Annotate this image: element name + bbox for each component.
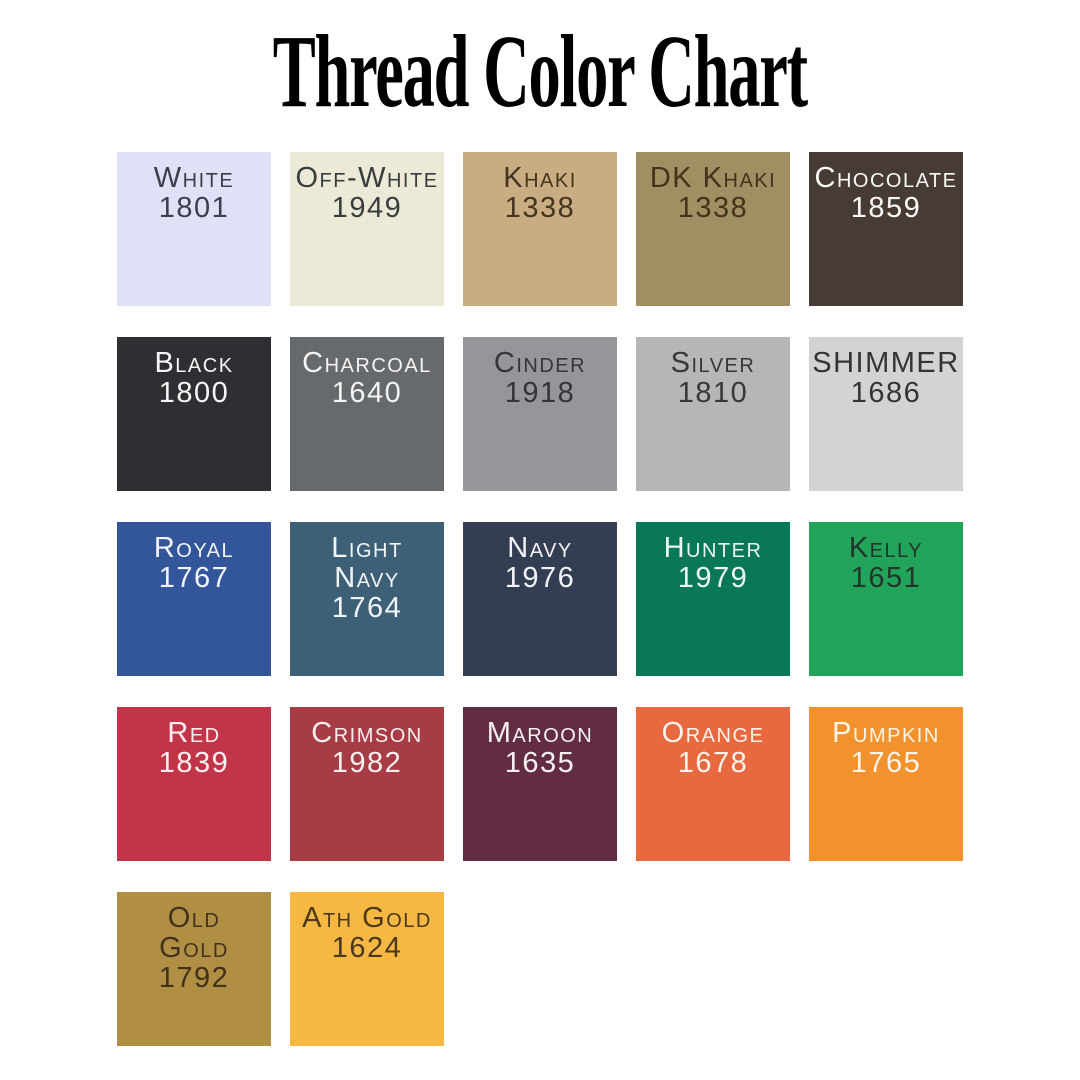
- page-header: Thread Color Chart: [0, 0, 1080, 130]
- swatch-grid: White 1801 Off-White 1949 Khaki 1338 DK …: [117, 152, 965, 1046]
- swatch: Royal 1767: [117, 522, 271, 676]
- swatch-name: Old Gold: [159, 902, 229, 964]
- swatch: Black 1800: [117, 337, 271, 491]
- swatch-name: Hunter: [663, 532, 763, 564]
- swatch: Ath Gold 1624: [290, 892, 444, 1046]
- swatch-name: Crimson: [311, 717, 423, 749]
- swatch-code: 1810: [677, 377, 749, 409]
- swatch-code: 1338: [504, 192, 576, 224]
- swatch: Red 1839: [117, 707, 271, 861]
- swatch: Khaki 1338: [463, 152, 617, 306]
- swatch-code: 1678: [677, 747, 749, 779]
- swatch-code: 1686: [850, 377, 922, 409]
- swatch-code: 1624: [331, 932, 403, 964]
- swatch: Light Navy 1764: [290, 522, 444, 676]
- swatch-name: Cinder: [493, 347, 587, 379]
- swatch-code: 1765: [850, 747, 922, 779]
- swatch-code: 1792: [158, 962, 230, 994]
- swatch: Off-White 1949: [290, 152, 444, 306]
- swatch-name: Maroon: [486, 717, 594, 749]
- swatch: Kelly 1651: [809, 522, 963, 676]
- swatch-code: 1979: [677, 562, 749, 594]
- swatch: Navy 1976: [463, 522, 617, 676]
- swatch: Old Gold 1792: [117, 892, 271, 1046]
- swatch-name: Chocolate: [814, 162, 958, 194]
- swatch-code: 1918: [504, 377, 576, 409]
- swatch: Silver 1810: [636, 337, 790, 491]
- swatch-code: 1800: [158, 377, 230, 409]
- swatch-code: 1338: [677, 192, 749, 224]
- swatch-name: Silver: [670, 347, 756, 379]
- swatch-name: Royal: [153, 532, 235, 564]
- swatch-name: DK Khaki: [649, 162, 777, 194]
- page-title: Thread Color Chart: [272, 14, 808, 129]
- swatch-code: 1949: [331, 192, 403, 224]
- swatch-code: 1859: [850, 192, 922, 224]
- page-root: Thread Color Chart White 1801 Off-White …: [0, 0, 1080, 1046]
- swatch-name: Black: [154, 347, 234, 379]
- swatch-code: 1764: [331, 592, 403, 624]
- swatch-code: 1982: [331, 747, 403, 779]
- swatch-code: 1976: [504, 562, 576, 594]
- swatch: Maroon 1635: [463, 707, 617, 861]
- swatch-name: Charcoal: [302, 347, 432, 379]
- swatch: Cinder 1918: [463, 337, 617, 491]
- swatch: Crimson 1982: [290, 707, 444, 861]
- swatch: Hunter 1979: [636, 522, 790, 676]
- swatch-name: SHIMMER: [812, 347, 960, 379]
- swatch-code: 1635: [504, 747, 576, 779]
- swatch: Charcoal 1640: [290, 337, 444, 491]
- swatch-name: Navy: [507, 532, 573, 564]
- swatch-name: Pumpkin: [832, 717, 940, 749]
- swatch-code: 1801: [158, 192, 230, 224]
- swatch: Pumpkin 1765: [809, 707, 963, 861]
- swatch-name: Ath Gold: [302, 902, 432, 934]
- swatch-name: Light Navy: [331, 532, 403, 594]
- swatch-code: 1839: [158, 747, 230, 779]
- swatch-name: Orange: [661, 717, 765, 749]
- swatch: White 1801: [117, 152, 271, 306]
- swatch-name: Off-White: [295, 162, 439, 194]
- swatch-code: 1640: [331, 377, 403, 409]
- swatch-name: Red: [167, 717, 221, 749]
- swatch-code: 1651: [850, 562, 922, 594]
- swatch: Chocolate 1859: [809, 152, 963, 306]
- swatch-name: White: [153, 162, 235, 194]
- swatch: DK Khaki 1338: [636, 152, 790, 306]
- swatch-name: Khaki: [503, 162, 577, 194]
- swatch-code: 1767: [158, 562, 230, 594]
- swatch: Orange 1678: [636, 707, 790, 861]
- swatch-name: Kelly: [848, 532, 924, 564]
- swatch: SHIMMER 1686: [809, 337, 963, 491]
